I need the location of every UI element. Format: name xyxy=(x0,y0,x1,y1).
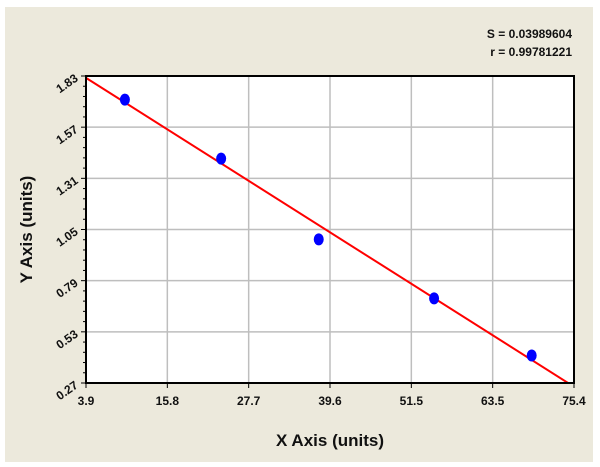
y-axis-label: Y Axis (units) xyxy=(17,176,36,284)
y-tick-label: 1.31 xyxy=(53,173,80,198)
plot-border xyxy=(85,75,575,384)
data-point xyxy=(216,152,227,165)
x-tick-label: 63.5 xyxy=(481,394,505,408)
r-annotation: r = 0.99781221 xyxy=(490,45,572,59)
y-tick-label: 1.05 xyxy=(53,224,80,249)
x-tick-label: 3.9 xyxy=(78,394,95,408)
y-tick-label: 0.79 xyxy=(53,276,80,301)
x-tick-label: 51.5 xyxy=(400,394,424,408)
s-annotation: S = 0.03989604 xyxy=(486,27,572,41)
fit-line xyxy=(85,77,569,384)
data-point xyxy=(429,292,440,305)
x-tick-label: 75.4 xyxy=(562,394,586,408)
y-tick-label: 1.57 xyxy=(53,122,80,147)
data-point xyxy=(119,93,130,106)
data-point xyxy=(313,233,324,246)
x-tick-label: 15.8 xyxy=(156,394,180,408)
x-tick-label: 39.6 xyxy=(318,394,342,408)
y-tick-label: 1.83 xyxy=(53,71,80,96)
x-tick-label: 27.7 xyxy=(237,394,261,408)
data-point xyxy=(526,349,537,362)
x-axis-label: X Axis (units) xyxy=(276,431,384,450)
y-tick-label: 0.53 xyxy=(53,327,80,352)
